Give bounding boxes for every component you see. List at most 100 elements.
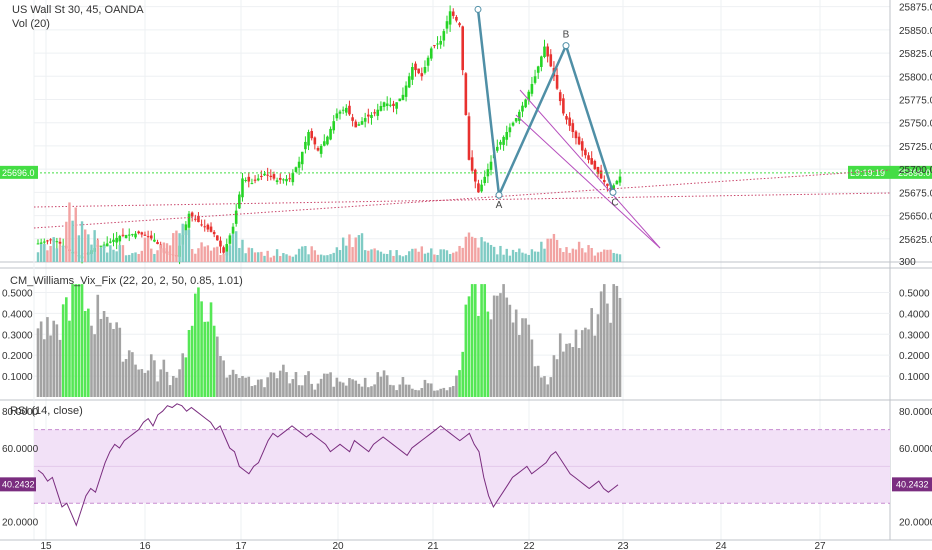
candle-body[interactable]	[439, 41, 442, 45]
wedge-upper[interactable]	[519, 89, 661, 249]
candle-body[interactable]	[316, 147, 320, 151]
candle-body[interactable]	[118, 236, 122, 242]
candle-body[interactable]	[216, 235, 219, 241]
candle-body[interactable]	[206, 224, 210, 230]
candle-body[interactable]	[379, 106, 383, 111]
trendline-upper[interactable]	[33, 169, 891, 229]
pattern-point[interactable]	[474, 5, 482, 13]
candle-body[interactable]	[461, 26, 465, 71]
candle-body[interactable]	[49, 239, 52, 241]
candle-body[interactable]	[184, 224, 188, 236]
candle-body[interactable]	[606, 183, 609, 186]
candle-body[interactable]	[540, 56, 543, 67]
candle-body[interactable]	[55, 241, 59, 243]
candle-body[interactable]	[373, 112, 376, 114]
candle-body[interactable]	[300, 151, 304, 165]
candle-body[interactable]	[599, 170, 603, 179]
candle-body[interactable]	[326, 136, 329, 145]
wedge-lower[interactable]	[515, 114, 661, 249]
candle-body[interactable]	[46, 240, 49, 242]
candle-body[interactable]	[477, 183, 480, 193]
candle-body[interactable]	[282, 179, 285, 181]
candle-body[interactable]	[310, 131, 313, 139]
candle-body[interactable]	[546, 46, 549, 57]
candle-body[interactable]	[508, 127, 512, 133]
candle-body[interactable]	[115, 237, 118, 243]
candle-body[interactable]	[219, 240, 222, 247]
pattern-point[interactable]	[609, 188, 617, 196]
candle-body[interactable]	[329, 128, 332, 140]
candle-body[interactable]	[190, 212, 194, 217]
candle-body[interactable]	[533, 76, 537, 83]
candle-body[interactable]	[209, 226, 213, 232]
candle-body[interactable]	[354, 121, 358, 128]
volume-legend[interactable]: Vol (20)	[12, 18, 50, 30]
candle-body[interactable]	[496, 146, 499, 151]
candle-body[interactable]	[389, 104, 392, 106]
rsi-line[interactable]	[37, 403, 619, 527]
candle-body[interactable]	[584, 149, 587, 156]
candle-body[interactable]	[146, 236, 150, 238]
candle-body[interactable]	[288, 178, 291, 180]
candle-body[interactable]	[313, 137, 317, 145]
candle-body[interactable]	[127, 234, 131, 236]
candle-body[interactable]	[341, 109, 345, 111]
candle-body[interactable]	[429, 48, 433, 59]
candle-body[interactable]	[332, 121, 336, 131]
candle-body[interactable]	[124, 235, 128, 238]
candle-body[interactable]	[590, 158, 593, 165]
candle-body[interactable]	[376, 109, 380, 116]
candle-body[interactable]	[521, 105, 524, 112]
candle-body[interactable]	[451, 11, 455, 16]
candle-body[interactable]	[278, 177, 282, 180]
candle-body[interactable]	[112, 239, 115, 242]
candle-body[interactable]	[571, 123, 575, 132]
candle-body[interactable]	[335, 113, 339, 119]
candle-body[interactable]	[348, 105, 351, 115]
candle-body[interactable]	[395, 102, 398, 109]
candle-body[interactable]	[143, 234, 147, 236]
candle-body[interactable]	[555, 74, 559, 89]
candle-body[interactable]	[241, 178, 244, 198]
candle-body[interactable]	[291, 172, 295, 183]
candle-body[interactable]	[338, 111, 342, 114]
candle-body[interactable]	[193, 218, 197, 220]
candle-body[interactable]	[470, 157, 474, 171]
candle-body[interactable]	[455, 16, 458, 21]
candle-body[interactable]	[260, 176, 263, 178]
candle-body[interactable]	[304, 141, 307, 150]
rsi-legend[interactable]: RSI (14, close)	[10, 405, 83, 417]
candle-body[interactable]	[426, 57, 430, 66]
candle-body[interactable]	[464, 73, 468, 115]
candle-body[interactable]	[212, 231, 216, 235]
candle-body[interactable]	[407, 76, 411, 88]
candle-body[interactable]	[483, 176, 487, 184]
candle-body[interactable]	[423, 67, 427, 73]
candle-body[interactable]	[263, 173, 266, 176]
harmonic-pattern[interactable]	[476, 9, 615, 200]
candle-body[interactable]	[593, 160, 597, 170]
candle-body[interactable]	[58, 241, 62, 244]
candle-body[interactable]	[549, 54, 553, 67]
candle-body[interactable]	[562, 98, 565, 114]
candle-body[interactable]	[505, 132, 509, 140]
candle-body[interactable]	[370, 114, 373, 118]
candle-body[interactable]	[367, 114, 370, 117]
candle-body[interactable]	[615, 180, 619, 185]
candle-body[interactable]	[234, 210, 238, 224]
candle-body[interactable]	[228, 235, 232, 244]
candle-body[interactable]	[467, 116, 471, 160]
pattern-point[interactable]	[495, 191, 503, 199]
trendline-lower[interactable]	[33, 192, 891, 208]
candle-body[interactable]	[442, 31, 446, 41]
candle-body[interactable]	[420, 73, 424, 77]
candle-body[interactable]	[536, 66, 540, 73]
candle-body[interactable]	[137, 231, 140, 234]
candle-body[interactable]	[253, 179, 257, 181]
pattern-point[interactable]	[562, 42, 570, 50]
candle-body[interactable]	[345, 107, 348, 113]
candle-body[interactable]	[140, 232, 144, 235]
candle-body[interactable]	[225, 244, 229, 256]
candle-body[interactable]	[99, 245, 103, 247]
candle-body[interactable]	[187, 213, 191, 228]
